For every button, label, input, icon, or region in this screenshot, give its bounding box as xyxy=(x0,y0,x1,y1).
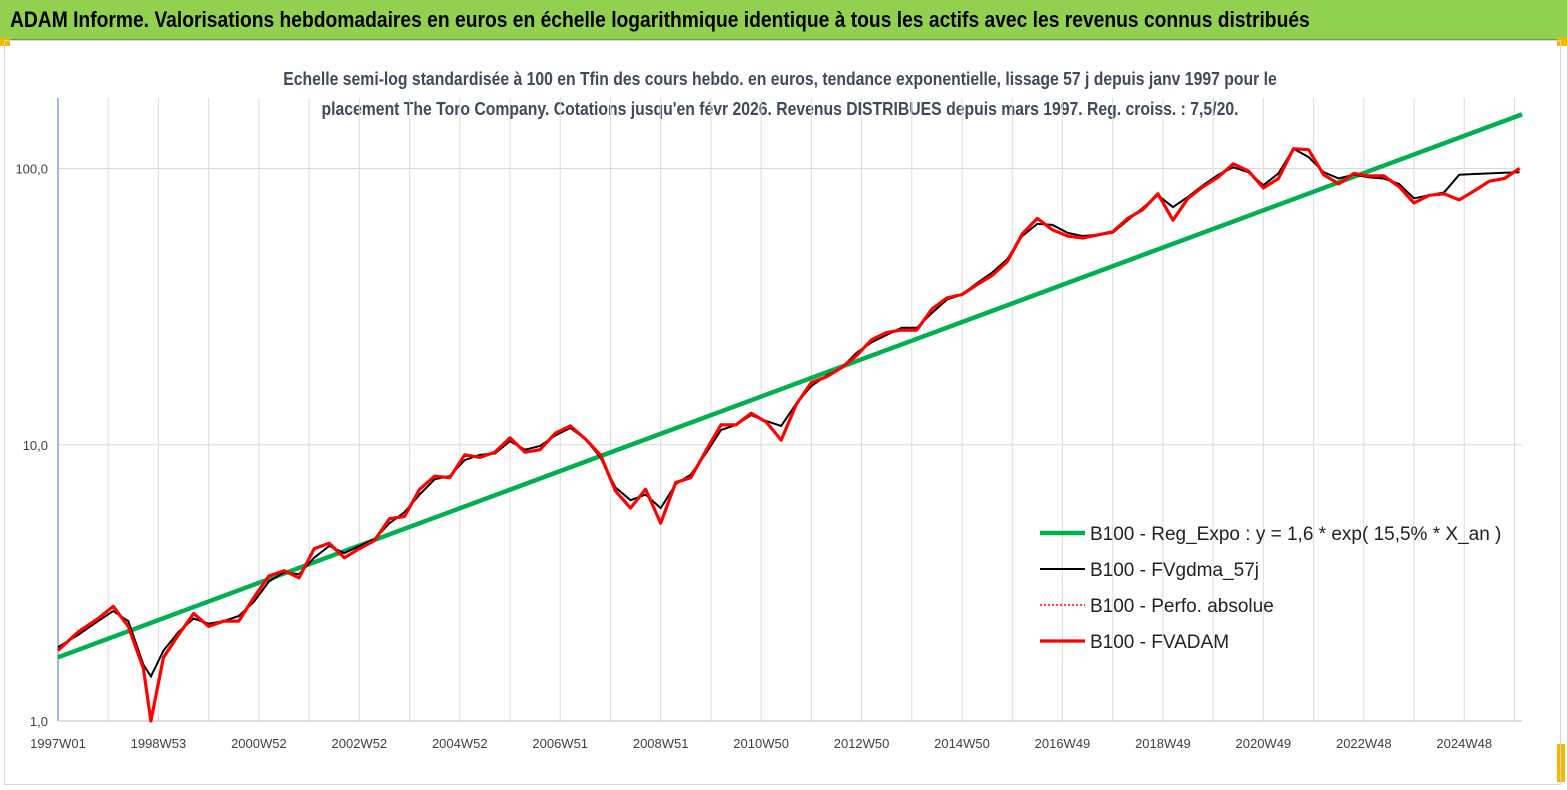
legend-label: B100 - Reg_Expo : y = 1,6 * exp( 15,5% *… xyxy=(1090,524,1501,545)
series-layer xyxy=(56,112,1523,723)
title-banner: ADAM Informe. Valorisations hebdomadaire… xyxy=(0,0,1567,40)
series-line-thick-green xyxy=(57,112,1523,660)
chart-frame xyxy=(4,40,1561,785)
x-tick-label: 2014W50 xyxy=(934,736,990,751)
x-tick-label: 2006W51 xyxy=(532,736,588,751)
x-tick-label: 2008W51 xyxy=(633,736,689,751)
chart-title: ADAM Informe. Valorisations hebdomadaire… xyxy=(10,7,1310,32)
legend-label: B100 - FVADAM xyxy=(1090,632,1229,653)
x-tick-label: 2004W52 xyxy=(432,736,488,751)
y-tick-label: 1,0 xyxy=(30,714,48,729)
y-tick-label: 10,0 xyxy=(23,438,48,453)
series-line-thin-black xyxy=(57,147,1520,679)
legend-label: B100 - FVgdma_57j xyxy=(1090,560,1259,581)
x-tick-label: 2018W49 xyxy=(1135,736,1191,751)
grid-layer xyxy=(58,98,1522,722)
x-tick-label: 2016W49 xyxy=(1035,736,1091,751)
corner-marker-br xyxy=(1557,744,1565,782)
axis-layer: 1,0 10,0 100,0 1997W01 1998W53 2000W52 2002W52… xyxy=(15,98,1522,751)
x-tick-label: 2002W52 xyxy=(332,736,388,751)
x-tick-label: 2012W50 xyxy=(834,736,890,751)
x-tick-label: 2010W50 xyxy=(733,736,789,751)
x-tick-label: 2024W48 xyxy=(1436,736,1492,751)
y-tick-label: 100,0 xyxy=(15,162,48,177)
x-tick-label: 2022W48 xyxy=(1336,736,1392,751)
x-tick-label: 1997W01 xyxy=(30,736,86,751)
corner-marker-tr xyxy=(1557,38,1567,46)
series-line-thick-red xyxy=(56,147,1521,723)
corner-marker-tl xyxy=(0,38,10,46)
x-tick-label: 1998W53 xyxy=(131,736,187,751)
legend-label: B100 - Perfo. absolue xyxy=(1090,596,1274,617)
subtitle-line-2: placement The Toro Company. Cotations ju… xyxy=(321,99,1239,119)
x-tick-label: 2000W52 xyxy=(231,736,287,751)
legend: B100 - Reg_Expo : y = 1,6 * exp( 15,5% *… xyxy=(1040,524,1501,653)
subtitle-line-1: Echelle semi-log standardisée à 100 en T… xyxy=(283,69,1277,89)
x-tick-label: 2020W49 xyxy=(1236,736,1292,751)
chart-subtitle: Echelle semi-log standardisée à 100 en T… xyxy=(150,64,1410,124)
